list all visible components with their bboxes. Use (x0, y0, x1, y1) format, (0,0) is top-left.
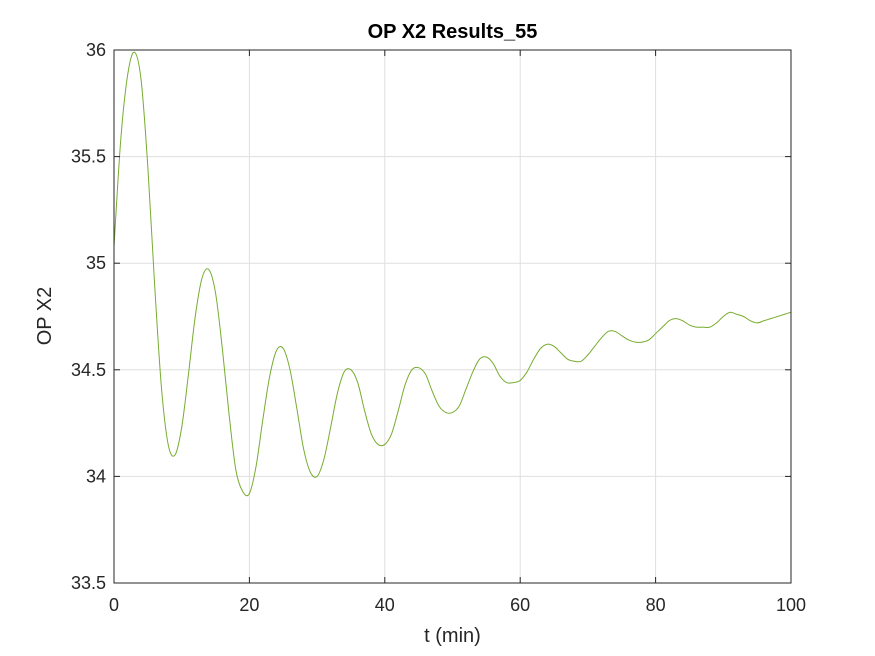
plot-area (114, 50, 791, 583)
plot-border (113, 49, 792, 584)
y-tick-label: 34 (86, 466, 106, 486)
x-tick-label: 40 (375, 595, 395, 615)
x-tick-label: 20 (239, 595, 259, 615)
y-axis-label: OP X2 (34, 287, 56, 346)
y-tick-label: 35.5 (71, 147, 106, 167)
grid (113, 49, 792, 584)
y-tick-label: 33.5 (71, 573, 106, 593)
series-line-op-x2 (113, 51, 792, 497)
x-tick-label: 80 (646, 595, 666, 615)
y-tick-label: 36 (86, 40, 106, 60)
x-tick-label: 60 (510, 595, 530, 615)
y-tick-label: 34.5 (71, 360, 106, 380)
x-tick-label: 100 (776, 595, 806, 615)
y-tick-label: 35 (86, 253, 106, 273)
ticks: 0 20 40 60 80 100 33.5 34 34.5 35 35.5 36 (71, 40, 806, 615)
x-tick-label: 0 (109, 595, 119, 615)
x-axis-label: t (min) (424, 625, 481, 647)
chart-title: OP X2 Results_55 (368, 21, 538, 43)
